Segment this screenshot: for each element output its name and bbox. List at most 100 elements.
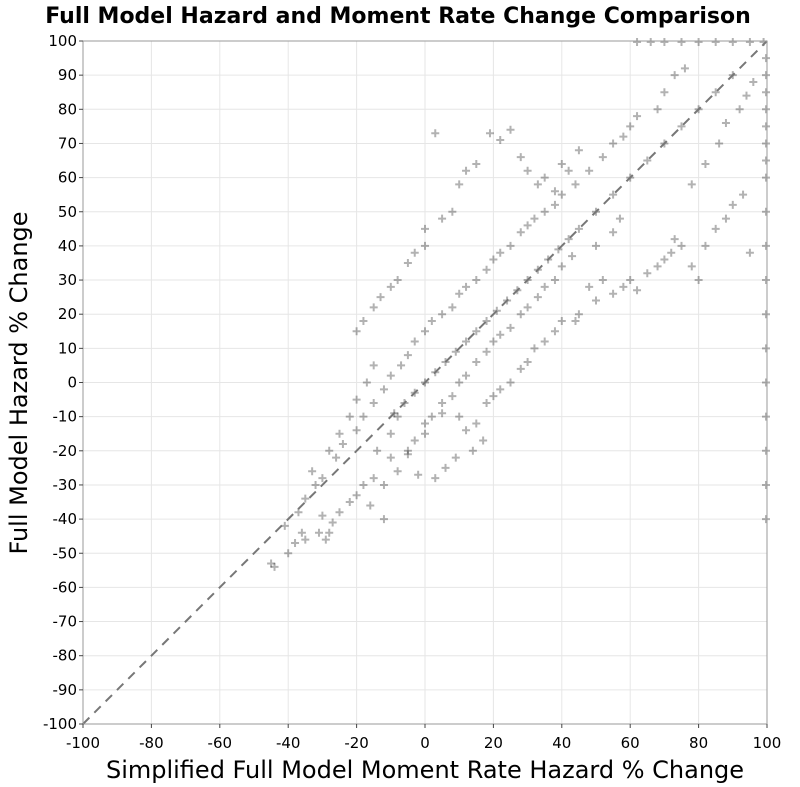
data-point <box>715 139 724 148</box>
data-point <box>540 173 549 182</box>
x-tick-label: 40 <box>552 734 571 752</box>
data-point <box>619 132 628 141</box>
x-tick-label: 80 <box>689 734 708 752</box>
data-point <box>619 282 628 291</box>
data-point <box>376 293 385 302</box>
data-point <box>335 508 344 517</box>
data-point <box>523 303 532 312</box>
data-point <box>540 207 549 216</box>
data-point <box>728 200 737 209</box>
data-point <box>506 125 515 134</box>
reference-line <box>82 40 768 725</box>
data-point <box>643 156 652 165</box>
data-point <box>369 361 378 370</box>
data-point <box>564 166 573 175</box>
y-tick-label: 50 <box>58 203 77 221</box>
data-point <box>762 480 770 489</box>
data-point <box>451 453 460 462</box>
data-point <box>297 528 306 537</box>
data-point <box>455 412 464 421</box>
data-point <box>448 392 457 401</box>
data-point <box>482 265 491 274</box>
data-point <box>485 129 494 138</box>
data-point <box>762 446 770 455</box>
data-point <box>574 224 583 233</box>
data-point <box>711 224 720 233</box>
y-tick-label: -10 <box>53 408 78 426</box>
data-point <box>762 156 770 165</box>
data-point <box>643 269 652 278</box>
data-point <box>496 248 505 257</box>
data-point <box>592 241 600 250</box>
data-point <box>489 255 498 264</box>
data-point <box>291 539 300 548</box>
data-point <box>369 398 378 407</box>
data-point <box>352 426 361 435</box>
data-point <box>482 398 491 407</box>
data-point <box>550 187 559 196</box>
data-point <box>421 419 429 428</box>
data-point <box>506 323 515 332</box>
y-tick-label: -30 <box>53 476 78 494</box>
data-point <box>701 241 710 250</box>
y-tick-label: 80 <box>58 100 77 118</box>
data-point <box>701 159 710 168</box>
data-point <box>427 412 436 421</box>
data-point <box>455 378 464 387</box>
data-point <box>653 262 662 271</box>
data-point <box>711 38 720 46</box>
data-point <box>362 378 371 387</box>
data-point <box>533 180 542 189</box>
data-point <box>393 276 402 285</box>
data-point <box>762 71 770 80</box>
data-point <box>352 327 361 336</box>
x-tick-label: -100 <box>66 734 100 752</box>
data-points <box>267 38 770 571</box>
data-point <box>609 139 618 148</box>
data-point <box>540 282 549 291</box>
x-tick-label: -40 <box>276 734 301 752</box>
data-point <box>379 385 388 394</box>
data-point <box>462 426 471 435</box>
y-tick-label: 40 <box>58 237 77 255</box>
data-point <box>550 276 559 285</box>
data-point <box>609 190 618 199</box>
data-point <box>721 214 730 223</box>
data-point <box>660 38 669 46</box>
y-axis-ticks: -100-90-80-70-60-50-40-30-20-10010203040… <box>43 32 83 733</box>
data-point <box>379 480 388 489</box>
data-point <box>421 429 429 438</box>
data-point <box>574 146 583 155</box>
data-point <box>523 221 532 230</box>
data-point <box>325 528 334 537</box>
data-point <box>670 71 679 80</box>
data-point <box>438 310 447 319</box>
data-point <box>421 327 429 336</box>
data-point <box>472 358 481 367</box>
data-point <box>373 446 382 455</box>
data-point <box>421 241 429 250</box>
x-tick-label: 20 <box>484 734 503 752</box>
data-point <box>646 38 655 46</box>
x-axis-label: Simplified Full Model Moment Rate Hazard… <box>106 756 744 784</box>
data-point <box>762 515 770 524</box>
y-tick-label: 10 <box>58 339 77 357</box>
data-point <box>345 412 354 421</box>
data-point <box>516 364 525 373</box>
data-point <box>530 214 539 223</box>
data-point <box>314 528 323 537</box>
data-point <box>530 344 539 353</box>
data-point <box>386 453 395 462</box>
data-point <box>762 241 770 250</box>
data-point <box>687 262 696 271</box>
data-point <box>557 190 566 199</box>
data-point <box>762 105 770 114</box>
y-tick-label: -100 <box>43 715 77 733</box>
data-point <box>496 385 505 394</box>
data-point <box>762 310 770 319</box>
data-point <box>533 293 542 302</box>
data-point <box>267 559 276 568</box>
data-point <box>352 395 361 404</box>
y-tick-label: 100 <box>48 32 77 50</box>
